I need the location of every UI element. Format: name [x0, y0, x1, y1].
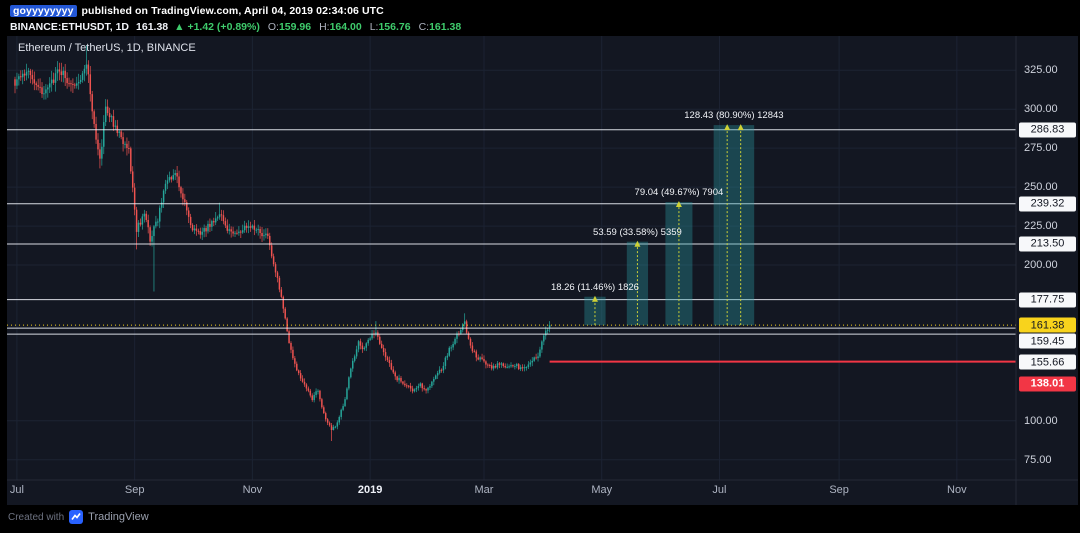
price-level-label: 159.45 — [1019, 333, 1076, 349]
close-value: 161.38 — [429, 21, 462, 33]
price-level-label: 213.50 — [1019, 236, 1076, 252]
projection-arrow-icon — [724, 124, 731, 131]
price-range-projection[interactable] — [584, 295, 606, 326]
time-axis-label: Jul — [9, 484, 24, 496]
time-axis-label: Jul — [712, 484, 727, 496]
price-range-projection[interactable] — [713, 124, 755, 326]
price-level-label: 155.66 — [1019, 354, 1076, 370]
footer-attribution: Created with TradingView — [8, 510, 149, 524]
projection-boxes-layer[interactable] — [584, 124, 755, 326]
horizontal-levels-layer[interactable] — [7, 129, 1016, 363]
projection-arrow-icon — [634, 240, 641, 247]
price-tick-label: 325.00 — [1024, 64, 1058, 77]
price-level-label: 161.38 — [1019, 317, 1076, 333]
projection-label: 53.59 (33.58%) 5359 — [593, 226, 682, 238]
tradingview-brand-link[interactable]: TradingView — [88, 511, 149, 523]
grid-layer — [7, 36, 1016, 480]
time-axis-label: 2019 — [357, 484, 383, 496]
price-tick-label: 100.00 — [1024, 414, 1058, 427]
price-level-label: 286.83 — [1019, 122, 1076, 138]
price-tick-label: 300.00 — [1024, 103, 1058, 116]
close-label: C: — [418, 21, 430, 33]
username-link[interactable]: goyyyyyyyy — [10, 5, 77, 17]
price-level-label: 239.32 — [1019, 196, 1076, 212]
price-level-label: 177.75 — [1019, 292, 1076, 308]
low-value: 156.76 — [378, 21, 411, 33]
time-axis-label: Nov — [242, 484, 263, 496]
created-with-text: Created with — [8, 511, 65, 523]
low-label: L: — [369, 21, 379, 33]
high-value: 164.00 — [329, 21, 362, 33]
candlestick-layer — [14, 45, 551, 442]
time-axis-label: Sep — [829, 484, 849, 496]
projection-arrow-icon — [675, 201, 682, 208]
chart-legend[interactable]: Ethereum / TetherUS, 1D, BINANCE — [18, 42, 196, 54]
open-label: O: — [267, 21, 279, 33]
price-tick-label: 225.00 — [1024, 220, 1058, 233]
high-label: H: — [319, 21, 330, 33]
projection-label: 79.04 (49.67%) 7904 — [634, 187, 724, 199]
projection-label: 18.26 (11.46%) 1826 — [550, 281, 639, 293]
chart-pane[interactable] — [7, 36, 1078, 505]
price-change: ▲ +1.42 (+0.89%) — [174, 21, 260, 33]
price-range-projection[interactable] — [665, 201, 693, 326]
price-tick-label: 75.00 — [1024, 453, 1052, 466]
last-price: 161.38 — [136, 21, 169, 33]
symbol-info-line: BINANCE:ETHUSDT, 1D 161.38 ▲ +1.42 (+0.89%… — [10, 21, 461, 33]
tradingview-logo-icon[interactable] — [69, 510, 84, 524]
symbol-name: BINANCE:ETHUSDT, 1D — [10, 21, 130, 33]
price-range-projection[interactable] — [626, 240, 649, 326]
price-level-label: 138.01 — [1019, 376, 1076, 392]
time-axis-label: May — [591, 484, 613, 496]
axis-borders — [7, 36, 1078, 505]
time-axis-label: Mar — [474, 484, 494, 496]
projection-label: 128.43 (80.90%) 12843 — [684, 110, 784, 122]
publish-info-line: goyyyyyyyy published on TradingView.com, … — [10, 5, 384, 17]
open-value: 159.96 — [278, 21, 312, 33]
price-tick-label: 275.00 — [1024, 142, 1058, 155]
publish-info-text: published on TradingView.com, April 04, … — [81, 5, 384, 17]
time-axis-label: Nov — [947, 484, 967, 496]
projection-arrow-icon — [737, 124, 744, 131]
price-tick-label: 250.00 — [1024, 181, 1058, 194]
projection-arrow-icon — [591, 295, 598, 302]
time-axis-label: Sep — [124, 484, 145, 496]
price-tick-label: 200.00 — [1024, 259, 1058, 271]
